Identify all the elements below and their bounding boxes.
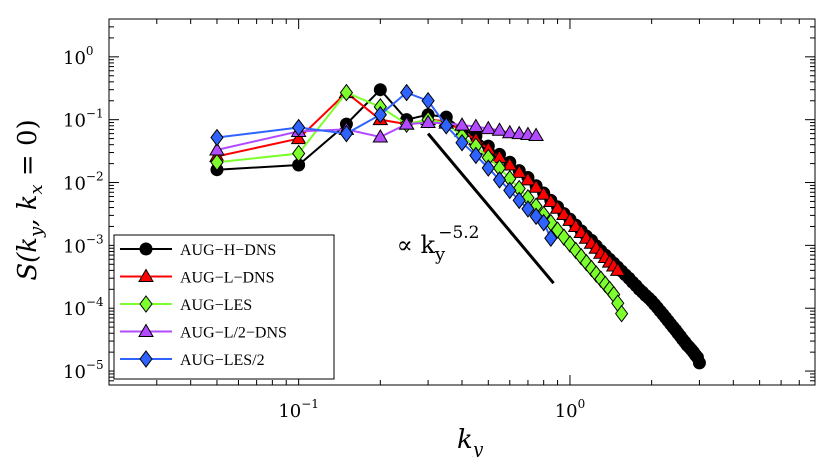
data-point	[439, 116, 453, 135]
data-point	[537, 213, 551, 232]
data-point	[528, 127, 544, 142]
legend-box	[113, 234, 335, 380]
data-point	[339, 83, 354, 102]
series-layer	[209, 83, 706, 370]
x-tick-label: 100	[555, 397, 586, 422]
legend-label: AUG−L−DNS	[180, 270, 275, 287]
y-tick-label: 10−3	[63, 232, 104, 257]
data-point	[210, 128, 224, 147]
data-point	[521, 200, 535, 218]
data-point	[511, 164, 528, 178]
x-axis-label-k: k	[457, 425, 473, 455]
y-axis-label: S(ky, kx = 0)	[13, 119, 47, 280]
data-point	[609, 262, 626, 276]
data-point	[209, 141, 225, 156]
data-point	[501, 124, 518, 139]
data-point	[292, 144, 306, 163]
legend-item: AUG−L−DNS	[120, 268, 275, 287]
x-axis-label-sub: y	[472, 439, 484, 457]
data-point	[373, 83, 387, 97]
data-point	[290, 130, 307, 145]
data-point	[481, 159, 495, 177]
legend: AUG−H−DNS AUG−L−DNS AUG−LES AUG−L/2−DNS AUG−…	[113, 234, 335, 380]
data-point	[454, 117, 470, 131]
slope-annotation-prefix: ∝ k	[397, 231, 436, 259]
data-point	[556, 206, 572, 220]
data-point	[372, 129, 389, 143]
x-tick-label: 10−1	[278, 397, 319, 422]
y-tick-label: 10−1	[63, 107, 104, 132]
legend-swatch-marker	[138, 268, 154, 282]
data-point	[614, 304, 629, 323]
data-point	[455, 133, 469, 152]
legend-item: AUG−L/2−DNS	[120, 323, 287, 342]
axis-ticks: 10−1 100 100 10−1 10−2 10−3 10−4 10−5	[63, 18, 816, 422]
data-point	[549, 200, 566, 214]
slope-annotation-sup: −5.2	[438, 223, 479, 243]
data-point	[692, 356, 706, 370]
y-tick-label: 10−5	[63, 358, 104, 383]
slope-reference-line	[426, 132, 555, 285]
legend-label: AUG−L/2−DNS	[180, 325, 287, 342]
legend-label: AUG−LES/2	[180, 352, 265, 369]
data-point	[520, 171, 536, 186]
slope-annotation-sub: y	[434, 244, 446, 265]
series-4	[210, 83, 558, 248]
data-point	[292, 118, 306, 137]
data-point	[512, 191, 526, 210]
data-point	[399, 83, 414, 102]
data-point	[398, 116, 415, 130]
data-point	[480, 120, 497, 135]
legend-item: AUG−H−DNS	[120, 242, 276, 259]
legend-swatch-marker	[138, 323, 154, 337]
legend-item: AUG−LES/2	[120, 350, 265, 369]
y-tick-label: 100	[63, 44, 94, 69]
legend-label: AUG−H−DNS	[180, 242, 276, 259]
y-tick-label: 10−4	[63, 295, 104, 320]
y-tick-label: 10−2	[63, 170, 104, 195]
legend-swatch-marker	[139, 350, 153, 368]
data-point	[468, 118, 484, 132]
data-point	[420, 114, 436, 129]
x-axis-label: ky	[457, 425, 484, 457]
legend-swatch-marker	[139, 295, 153, 313]
slope-annotation: ∝ ky−5.2	[397, 223, 480, 265]
data-point	[373, 105, 387, 124]
data-point	[469, 146, 483, 165]
data-point	[542, 193, 559, 207]
data-point	[528, 179, 544, 193]
legend-item: AUG−LES	[120, 295, 252, 314]
data-point	[503, 181, 517, 200]
data-point	[210, 153, 224, 172]
data-point	[339, 124, 354, 143]
data-point	[421, 91, 435, 110]
data-point	[492, 171, 507, 189]
data-point	[544, 229, 558, 248]
legend-label: AUG−LES	[180, 297, 252, 314]
data-point	[535, 186, 552, 200]
legend-swatch-marker	[139, 242, 153, 256]
data-point	[491, 122, 508, 136]
